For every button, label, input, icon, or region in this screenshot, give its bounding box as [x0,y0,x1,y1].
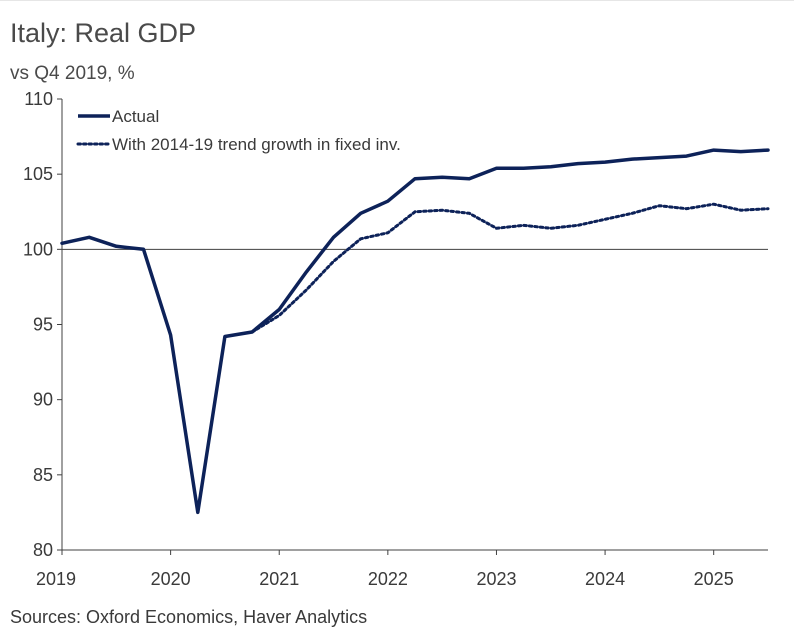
chart-source: Sources: Oxford Economics, Haver Analyti… [10,607,368,627]
x-tick-label: 2019 [36,569,76,589]
x-tick-label: 2025 [694,569,734,589]
x-axis-ticks: 2019 2020 2021 2022 2023 2024 2025 [36,550,734,589]
y-axis-ticks: 80 85 90 95 100 105 110 [23,89,62,560]
axes [61,99,768,551]
series-line-trend [250,202,770,334]
x-tick-label: 2023 [476,569,516,589]
y-tick-label: 110 [24,89,53,109]
x-tick-label: 2022 [368,569,408,589]
y-tick-label: 95 [33,315,53,335]
y-tick-label: 85 [33,465,53,485]
x-tick-label: 2021 [259,569,299,589]
x-tick-label: 2024 [585,569,625,589]
series-lines [60,148,770,515]
chart-subtitle: vs Q4 2019, % [10,63,135,84]
top-rule [0,0,794,1]
y-tick-label: 80 [33,540,53,560]
legend: Actual With 2014-19 trend growth in fixed… [76,107,401,154]
y-tick-label: 90 [33,390,53,410]
legend-label: With 2014-19 trend growth in fixed inv. [112,135,401,154]
y-tick-label: 105 [23,164,53,184]
series-line-actual [60,148,770,515]
chart-title: Italy: Real GDP [10,18,197,48]
legend-label: Actual [112,107,159,126]
x-tick-label: 2020 [151,569,191,589]
y-tick-label: 100 [23,239,53,259]
